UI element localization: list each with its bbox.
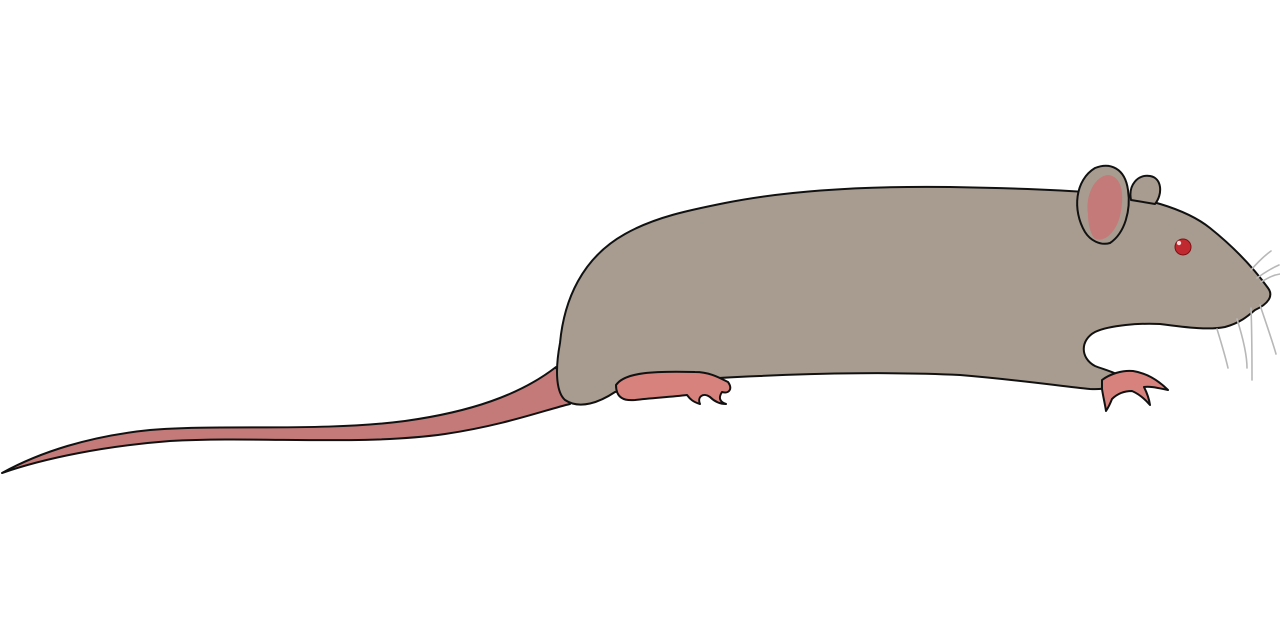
rat-inner-ear [1087,175,1123,240]
whisker [1256,264,1280,279]
rat-whiskers [1216,250,1280,381]
whisker [1260,273,1280,283]
rat-back-ear [1129,174,1162,205]
rat-front-paw [1101,369,1169,412]
eye-highlight [1176,240,1182,246]
whisker [1236,318,1248,369]
whisker [1259,304,1277,355]
whisker [1250,307,1253,381]
whisker [1250,250,1272,271]
rat-body [556,185,1272,406]
rat-hind-foot [615,370,732,405]
rat-eye [1174,238,1192,256]
whisker [1216,328,1229,369]
rat-tail [1,366,571,474]
